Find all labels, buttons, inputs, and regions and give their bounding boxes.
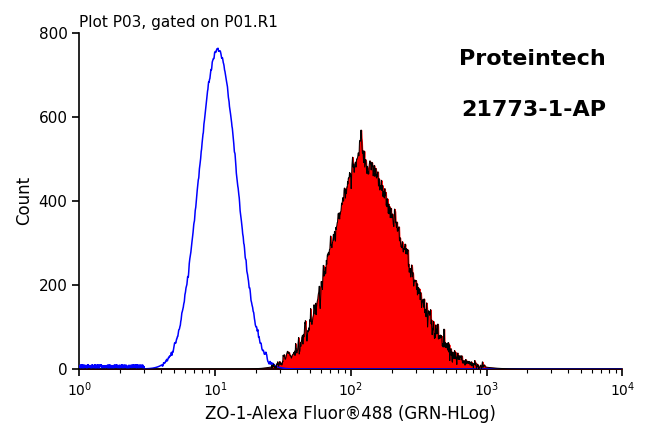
Text: 21773-1-AP: 21773-1-AP: [461, 100, 606, 120]
Y-axis label: Count: Count: [15, 176, 33, 226]
Text: Proteintech: Proteintech: [460, 49, 606, 69]
Text: Plot P03, gated on P01.R1: Plot P03, gated on P01.R1: [79, 15, 278, 30]
X-axis label: ZO-1-Alexa Fluor®488 (GRN-HLog): ZO-1-Alexa Fluor®488 (GRN-HLog): [205, 405, 497, 423]
